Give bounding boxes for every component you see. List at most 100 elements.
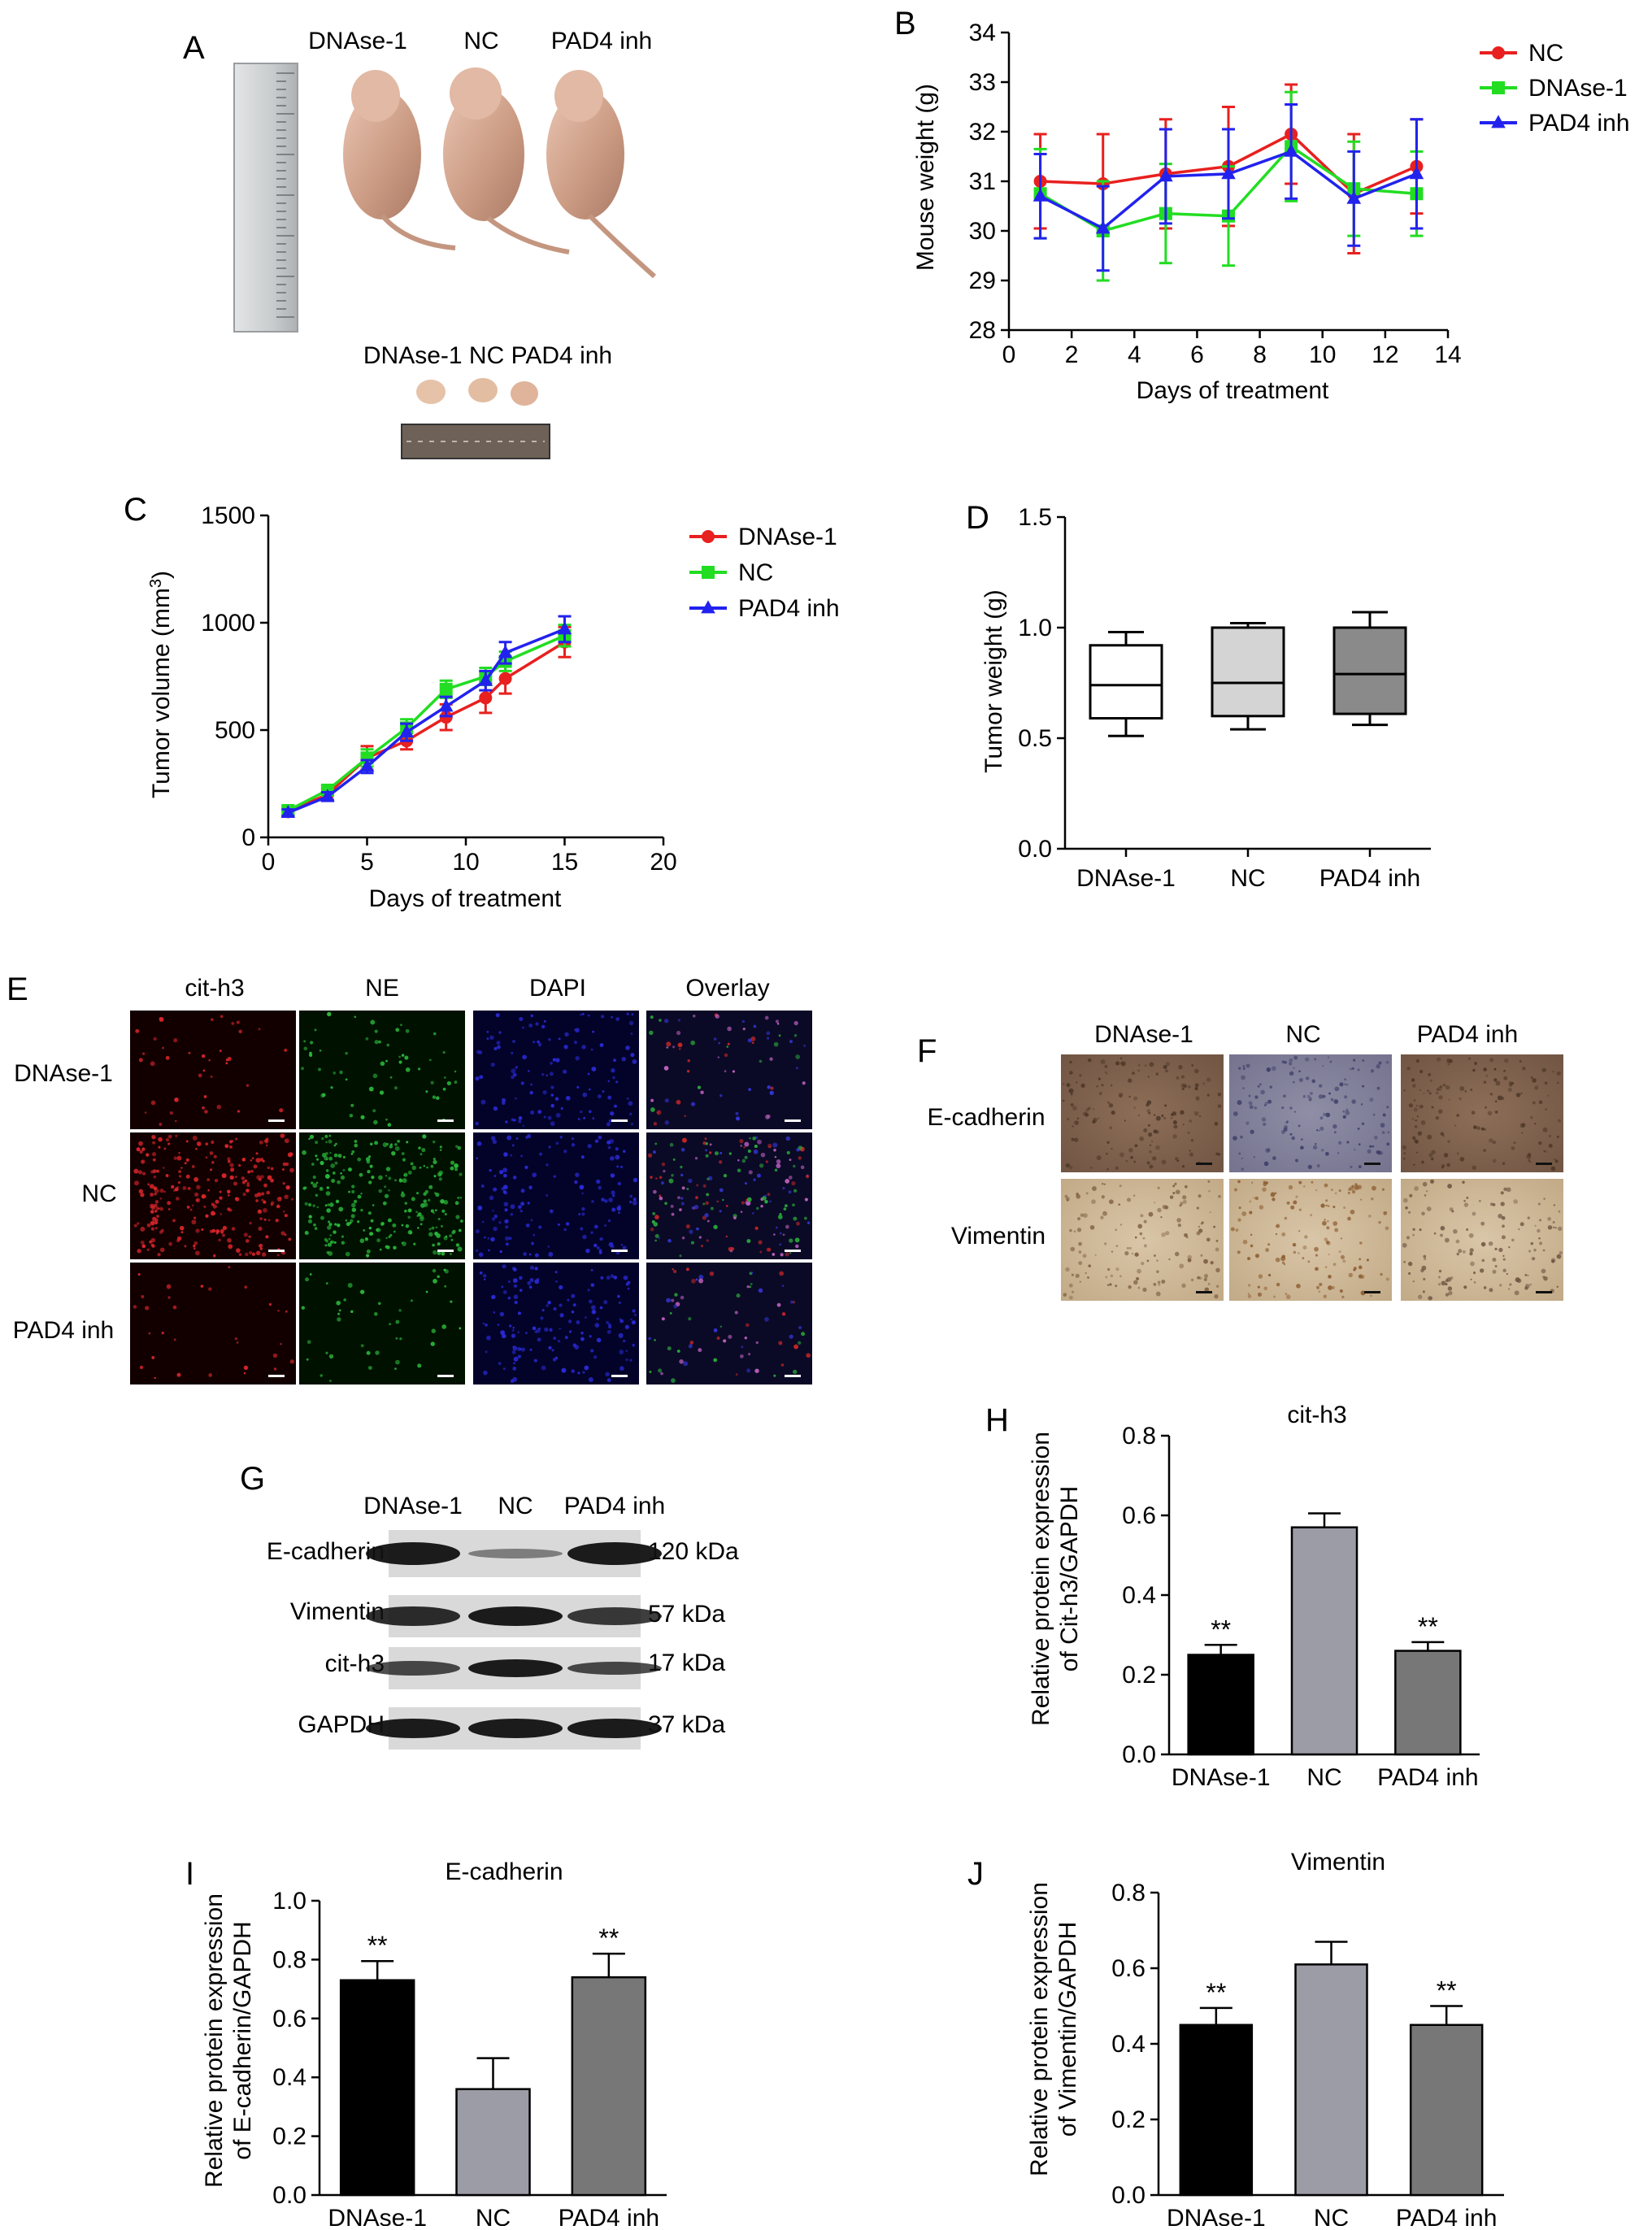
data-point bbox=[478, 672, 493, 686]
g-col-nc: NC bbox=[498, 1493, 533, 1519]
tumor-photo bbox=[401, 378, 550, 459]
y-tick-label: 34 bbox=[969, 20, 996, 46]
y-tick-label: 1500 bbox=[201, 502, 255, 529]
data-point bbox=[479, 691, 493, 705]
data-point bbox=[438, 698, 454, 712]
legend-marker bbox=[1491, 115, 1506, 128]
scale-bar bbox=[1536, 1163, 1552, 1165]
scale-bar bbox=[611, 1250, 628, 1252]
y-tick-label: 1000 bbox=[201, 610, 255, 637]
category-label: DNAse-1 bbox=[1167, 2205, 1266, 2226]
micrograph-tile bbox=[646, 1263, 812, 1385]
y-tick-label: 0.6 bbox=[1122, 1502, 1156, 1529]
g-col-dnase: DNAse-1 bbox=[363, 1493, 463, 1519]
g-col-pad4: PAD4 inh bbox=[564, 1493, 666, 1519]
panel-g: G DNAse-1 NC PAD4 inh E-cadherin Vimenti… bbox=[240, 1461, 739, 1750]
y-tick-label: 31 bbox=[969, 168, 996, 195]
bar bbox=[455, 2088, 531, 2197]
ihc-tile bbox=[1061, 1179, 1224, 1301]
panel-letter-g: G bbox=[240, 1461, 265, 1497]
blot-band bbox=[366, 1606, 460, 1626]
micrograph-tile bbox=[473, 1263, 639, 1385]
scale-bar bbox=[1364, 1163, 1380, 1165]
blot-band bbox=[366, 1661, 460, 1676]
significance-marker: ** bbox=[367, 1931, 388, 1960]
y-tick-label: 0.2 bbox=[1111, 2106, 1146, 2133]
chart-h: H cit-h3 0.0 0.2 0.4 0.6 0.8 ** DNAse-1 NC ** PAD… bbox=[985, 1402, 1480, 1791]
category-label: NC bbox=[476, 2205, 511, 2226]
panel-letter-i: I bbox=[185, 1856, 194, 1892]
panel-letter-f: F bbox=[917, 1033, 937, 1069]
x-tick-label: 6 bbox=[1190, 341, 1204, 368]
y-tick-label: 0.4 bbox=[1122, 1582, 1156, 1609]
x-tick-label: 10 bbox=[1309, 341, 1336, 368]
y-tick-label: 0.4 bbox=[1111, 2031, 1146, 2058]
f-col-pad4: PAD4 inh bbox=[1417, 1021, 1519, 1048]
legend-label: NC bbox=[738, 559, 773, 586]
y-tick-label: 0.4 bbox=[272, 2064, 306, 2091]
chart-b-xlabel: Days of treatment bbox=[1137, 377, 1329, 404]
bar bbox=[1290, 1526, 1359, 1756]
y-tick-label: 0.5 bbox=[1018, 725, 1052, 752]
mouse-photo-nc bbox=[443, 67, 570, 254]
scale-bar bbox=[437, 1250, 454, 1252]
significance-marker: ** bbox=[1211, 1615, 1231, 1644]
y-tick-label: 0.0 bbox=[272, 2182, 306, 2209]
panel-letter-j: J bbox=[967, 1856, 984, 1892]
data-point bbox=[1409, 166, 1424, 180]
chart-j-ylabel-2: of Vimentin/GAPDH bbox=[1054, 1922, 1081, 2137]
chart-d-ylabel: Tumor weight (g) bbox=[980, 589, 1007, 773]
panel-letter-d: D bbox=[966, 500, 989, 536]
box bbox=[1332, 626, 1407, 715]
category-label: DNAse-1 bbox=[1172, 1764, 1271, 1791]
g-row-vim: Vimentin bbox=[290, 1598, 385, 1625]
e-row-nc: NC bbox=[81, 1180, 116, 1207]
chart-j: J Vimentin 0.0 0.2 0.4 0.6 0.8 ** DNAse-1 NC ** P… bbox=[967, 1849, 1504, 2230]
panel-letter-c: C bbox=[124, 492, 147, 528]
bar bbox=[1179, 2024, 1254, 2197]
y-tick-label: 0 bbox=[241, 824, 255, 851]
blot-band bbox=[468, 1659, 563, 1677]
data-point bbox=[557, 621, 572, 635]
ihc-tile bbox=[1229, 1179, 1392, 1301]
micrograph-tile bbox=[299, 1132, 465, 1259]
data-point bbox=[1095, 220, 1111, 234]
data-point bbox=[1032, 188, 1048, 202]
category-label: PAD4 inh bbox=[1377, 1764, 1479, 1791]
category-label: NC bbox=[1306, 1764, 1341, 1791]
panel-e: E cit-h3 NE DAPI Overlay DNAse-1 NC PAD4… bbox=[7, 972, 812, 1385]
e-row-pad4: PAD4 inh bbox=[13, 1317, 115, 1344]
x-tick-label: 0 bbox=[262, 849, 276, 876]
significance-marker: ** bbox=[1437, 1976, 1457, 2006]
x-tick-label: 14 bbox=[1434, 341, 1461, 368]
panel-letter-b: B bbox=[894, 6, 916, 41]
micrograph-tile bbox=[473, 1011, 639, 1129]
y-tick-label: 0.0 bbox=[1111, 2182, 1146, 2209]
legend-marker bbox=[701, 600, 715, 614]
box bbox=[1211, 626, 1285, 718]
ihc-tile bbox=[1401, 1054, 1563, 1172]
scale-bar bbox=[1364, 1291, 1380, 1293]
box bbox=[1089, 644, 1163, 720]
y-tick-label: 1.0 bbox=[1018, 615, 1052, 641]
category-label: NC bbox=[1230, 865, 1265, 892]
scale-bar bbox=[785, 1119, 801, 1122]
micrograph-tile bbox=[646, 1011, 812, 1129]
scale-bar bbox=[437, 1375, 454, 1377]
x-tick-label: 4 bbox=[1128, 341, 1141, 368]
data-point bbox=[498, 672, 512, 685]
chart-i-ylabel-2: of E-cadherin/GAPDH bbox=[229, 1921, 256, 2159]
y-tick-label: 0.6 bbox=[1111, 1955, 1146, 1982]
x-tick-label: 2 bbox=[1065, 341, 1079, 368]
y-tick-label: 28 bbox=[969, 317, 996, 344]
y-tick-label: 0.6 bbox=[272, 2006, 306, 2032]
micrograph-tile bbox=[646, 1132, 812, 1259]
scale-bar bbox=[785, 1250, 801, 1252]
y-tick-label: 500 bbox=[215, 717, 255, 744]
blot-band bbox=[468, 1606, 563, 1626]
y-tick-label: 29 bbox=[969, 267, 996, 294]
data-point bbox=[1159, 168, 1173, 182]
category-label: PAD4 inh bbox=[559, 2205, 660, 2226]
significance-marker: ** bbox=[598, 1924, 619, 1953]
